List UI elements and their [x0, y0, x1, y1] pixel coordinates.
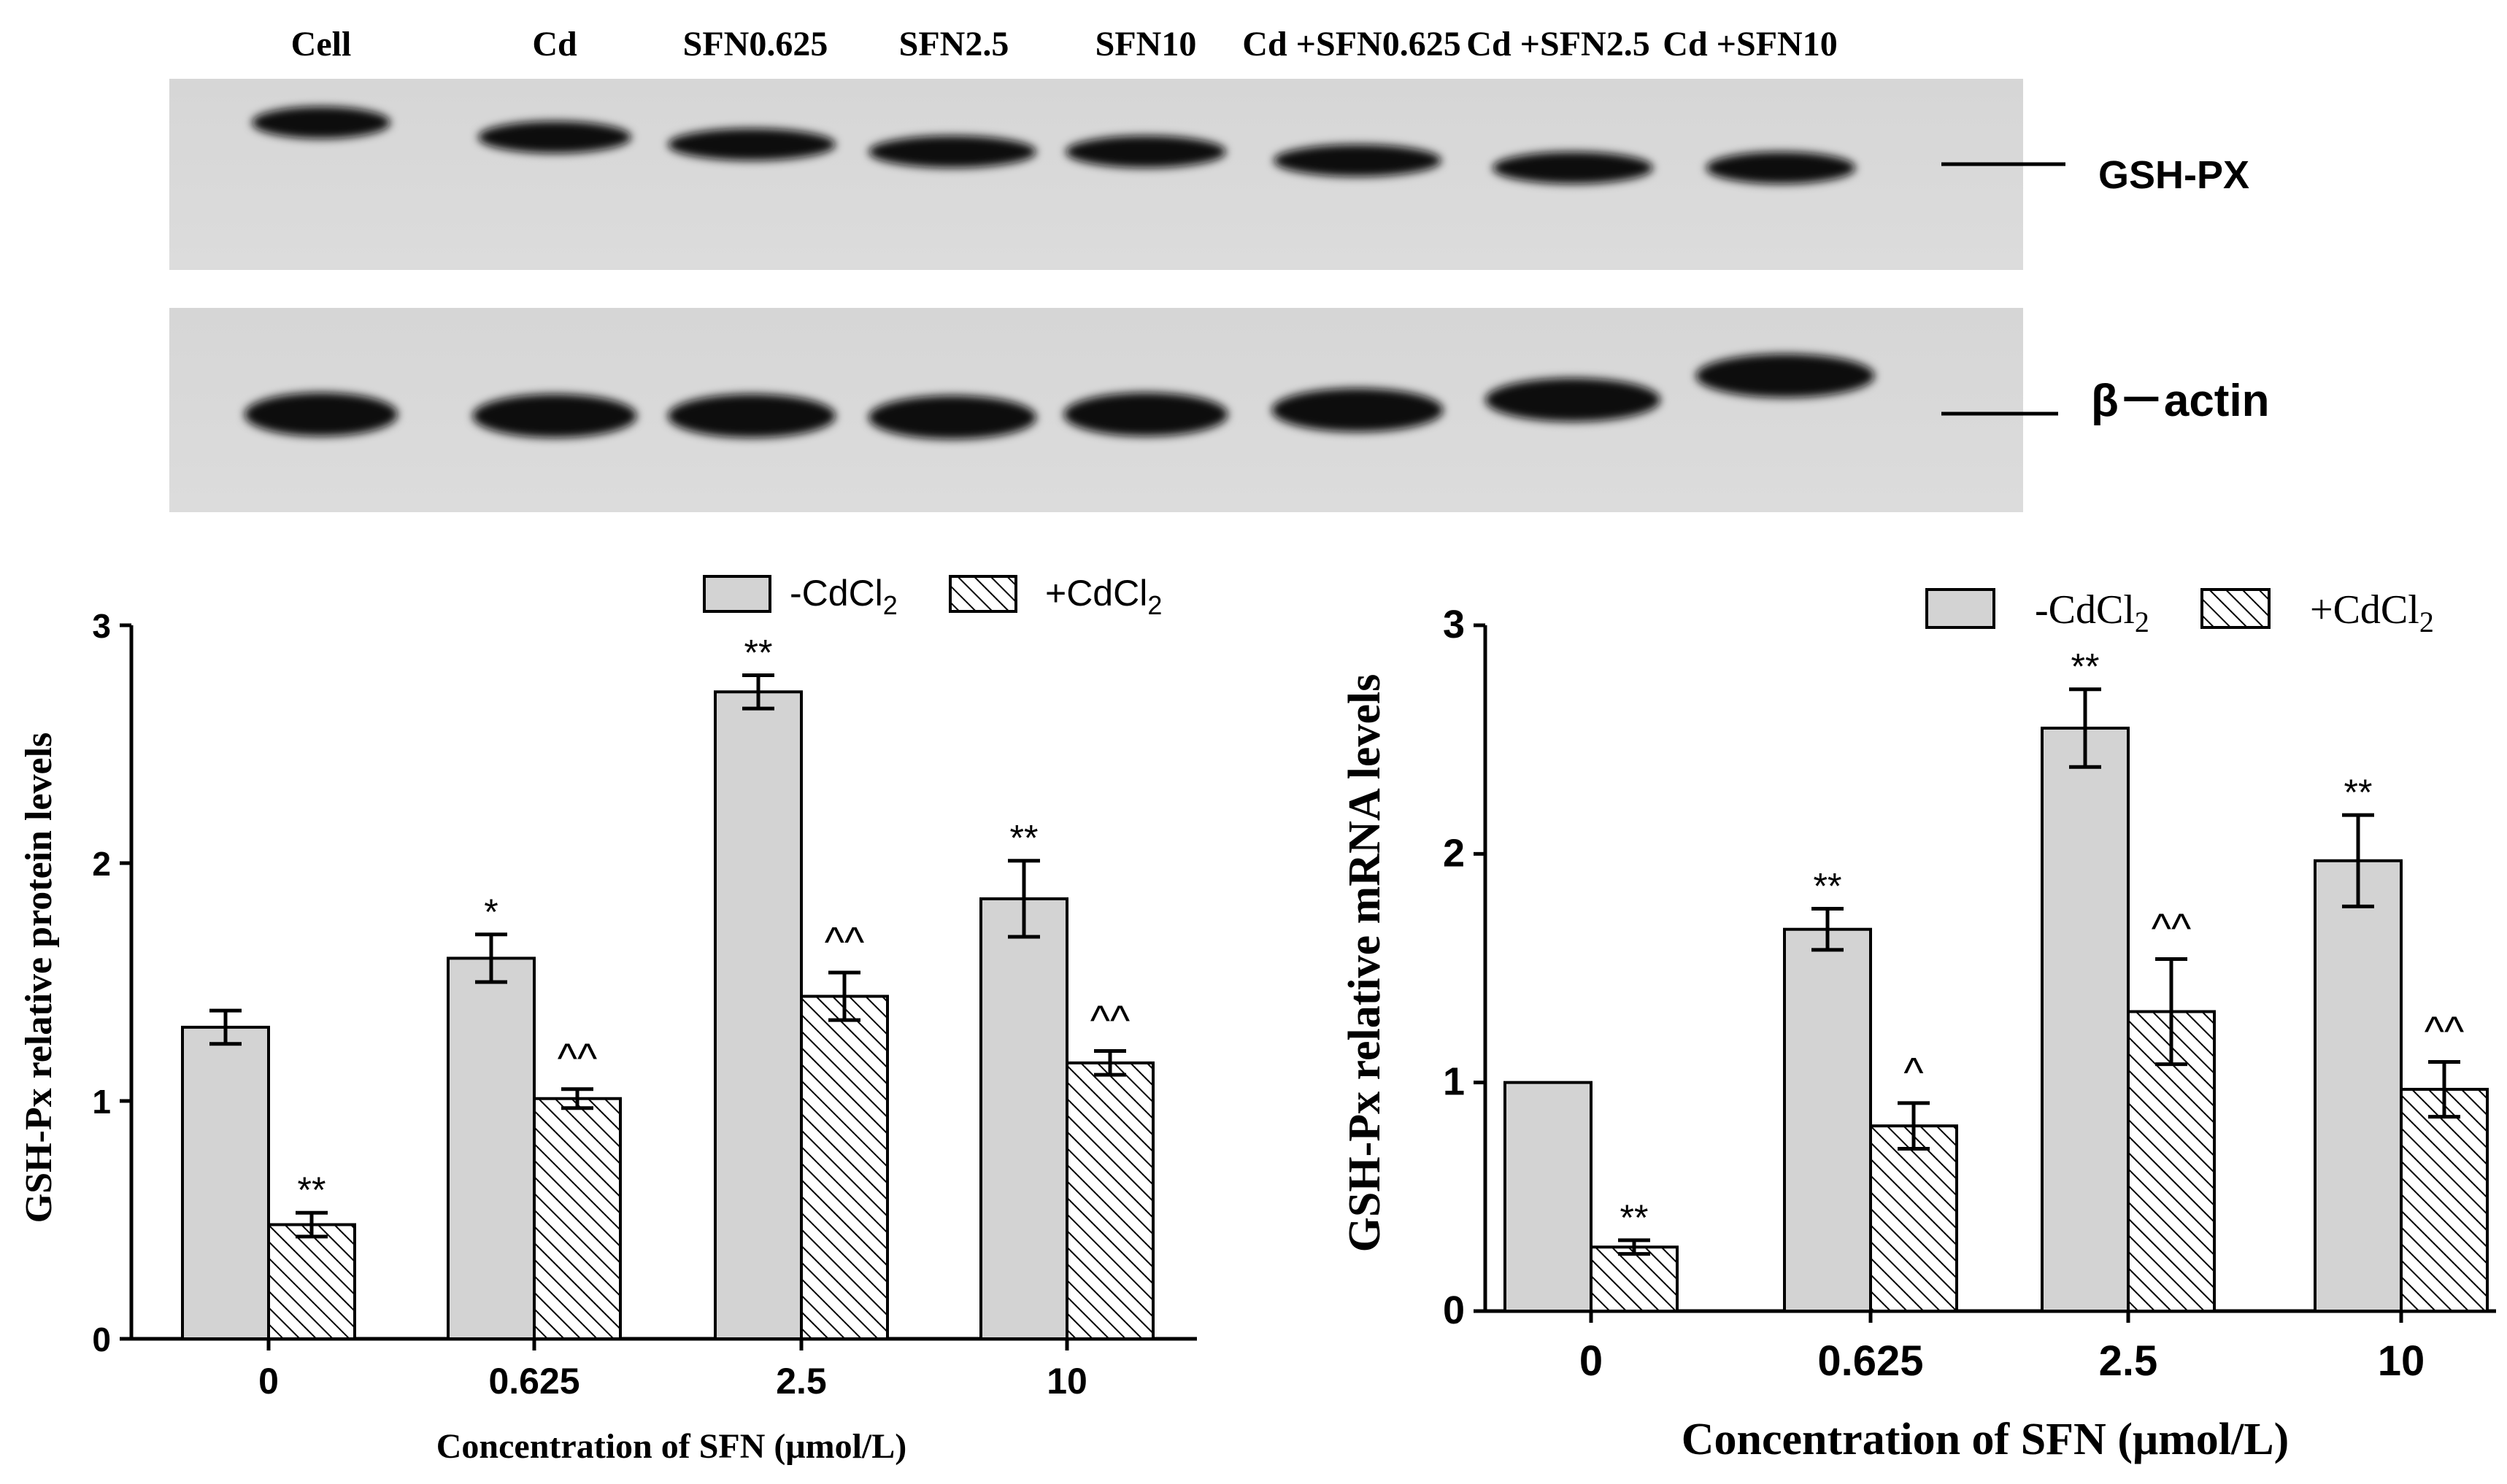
bar-minus-cdcl2 — [181, 1025, 270, 1340]
significance-marker: ** — [1010, 818, 1039, 859]
bar-plus-cdcl2 — [267, 1223, 356, 1341]
legend-label-plus-cdcl2: +CdCl2 — [1045, 573, 1162, 620]
legend-swatch-minus-cdcl2 — [1925, 588, 1995, 629]
significance-marker: ^ — [1903, 1049, 1923, 1097]
y-tick-label: 1 — [1443, 1060, 1465, 1104]
beta-actin-band — [668, 394, 836, 438]
x-tick-label: 0.625 — [488, 1361, 579, 1402]
significance-marker: ** — [1620, 1197, 1649, 1238]
y-tick-label: 1 — [92, 1083, 111, 1121]
y-tick-label: 3 — [1443, 603, 1465, 646]
mrna-level-chart: 0 1 2 3 0 ** 0.625 ** ^ 2.5 ** ^^ 10 ** ^^ Concentratio… — [1340, 587, 2496, 1464]
legend-swatch-minus-cdcl2 — [703, 575, 771, 613]
gsh-px-band — [1274, 144, 1441, 177]
y-tick-label: 2 — [1443, 831, 1465, 875]
bar-minus-cdcl2 — [2041, 727, 2130, 1313]
x-axis-title: Concentration of SFN (μmol/L) — [436, 1427, 906, 1466]
y-tick-label: 0 — [92, 1321, 111, 1359]
legend-label-minus-cdcl2: -CdCl2 — [790, 573, 898, 620]
significance-marker: ** — [2344, 772, 2373, 813]
lane-label: Cd +SFN2.5 — [1466, 25, 1649, 63]
western-blot: Cell Cd SFN0.625 SFN2.5 SFN10 Cd +SFN0.625 Cd … — [169, 25, 2270, 512]
lane-label: SFN2.5 — [899, 25, 1009, 63]
x-tick-label: 2.5 — [2099, 1337, 2158, 1385]
gsh-px-band — [252, 107, 390, 139]
x-tick-label: 10 — [1047, 1361, 1087, 1402]
beta-actin-band — [1271, 388, 1444, 432]
legend-swatch-plus-cdcl2 — [949, 575, 1017, 613]
x-tick-label: 0 — [1579, 1337, 1603, 1385]
lane-label: SFN0.625 — [683, 25, 828, 63]
legend-label-minus-cdcl2: -CdCl2 — [2035, 587, 2149, 638]
gsh-px-band-label: GSH-PX — [2098, 153, 2249, 197]
bar-minus-cdcl2 — [1503, 1081, 1593, 1313]
lane-label: Cd — [532, 25, 577, 63]
y-tick-label: 2 — [92, 845, 111, 883]
x-tick-label: 2.5 — [776, 1361, 827, 1402]
significance-marker: ^^ — [558, 1035, 597, 1083]
significance-marker: ** — [744, 632, 773, 673]
gsh-px-band — [1066, 136, 1226, 168]
legend-label-plus-cdcl2: +CdCl2 — [2310, 587, 2434, 638]
significance-marker: ^^ — [2152, 905, 2191, 952]
beta-actin-band — [869, 395, 1036, 439]
y-tick-label: 3 — [92, 607, 111, 645]
protein-level-chart: 0 1 2 3 0 ** 0.625 * ^^ 2.5 ** ^^ 10 ** ^^ Concentratio… — [18, 573, 1197, 1466]
y-axis-title: GSH-Px relative mRNA levels — [1340, 674, 1390, 1253]
significance-marker: * — [484, 892, 498, 932]
gsh-px-band — [869, 136, 1036, 168]
beta-actin-band — [1485, 378, 1660, 422]
legend-swatch-plus-cdcl2 — [2200, 588, 2271, 629]
bar-minus-cdcl2 — [1783, 927, 1872, 1313]
beta-actin-band — [244, 393, 398, 436]
gsh-px-band — [1493, 152, 1653, 184]
lane-label: Cd +SFN0.625 — [1242, 25, 1460, 63]
beta-actin-band — [1695, 354, 1875, 398]
x-tick-label: 0 — [258, 1361, 279, 1402]
bar-minus-cdcl2 — [447, 957, 536, 1340]
gsh-px-band — [478, 121, 631, 153]
beta-actin-bands — [244, 354, 1875, 439]
significance-marker: ** — [1814, 866, 1842, 907]
significance-marker: ^^ — [1090, 997, 1130, 1045]
lane-labels: Cell Cd SFN0.625 SFN2.5 SFN10 Cd +SFN0.625 Cd … — [291, 25, 1838, 63]
lane-label: Cell — [291, 25, 352, 63]
lane-label: SFN10 — [1095, 25, 1197, 63]
y-tick-label: 0 — [1443, 1288, 1465, 1332]
bar-plus-cdcl2 — [1066, 1061, 1155, 1340]
bar-plus-cdcl2 — [2400, 1088, 2489, 1313]
significance-marker: ** — [298, 1170, 326, 1210]
bar-minus-cdcl2 — [979, 897, 1068, 1340]
significance-marker: ** — [2071, 646, 2100, 687]
significance-marker: ^^ — [2425, 1008, 2464, 1055]
significance-marker: ^^ — [825, 919, 864, 966]
beta-actin-band — [472, 394, 637, 438]
bar-plus-cdcl2 — [1590, 1245, 1679, 1313]
x-axis-title: Concentration of SFN (μmol/L) — [1682, 1415, 2289, 1464]
bar-plus-cdcl2 — [800, 994, 889, 1341]
bar-plus-cdcl2 — [1869, 1124, 1958, 1313]
gsh-px-bands — [252, 107, 1856, 184]
y-axis-title: GSH-Px relative protein levels — [18, 733, 60, 1224]
gsh-px-band — [668, 128, 836, 161]
x-tick-label: 10 — [2378, 1337, 2425, 1385]
beta-actin-band — [1063, 393, 1228, 436]
beta-actin-band-label: β－actin — [2091, 376, 2270, 426]
x-tick-label: 0.625 — [1817, 1337, 1923, 1385]
lane-label: Cd +SFN10 — [1663, 25, 1837, 63]
gsh-px-band — [1706, 152, 1856, 184]
bar-plus-cdcl2 — [533, 1097, 622, 1340]
bar-minus-cdcl2 — [714, 690, 803, 1340]
bar-minus-cdcl2 — [2314, 859, 2403, 1313]
